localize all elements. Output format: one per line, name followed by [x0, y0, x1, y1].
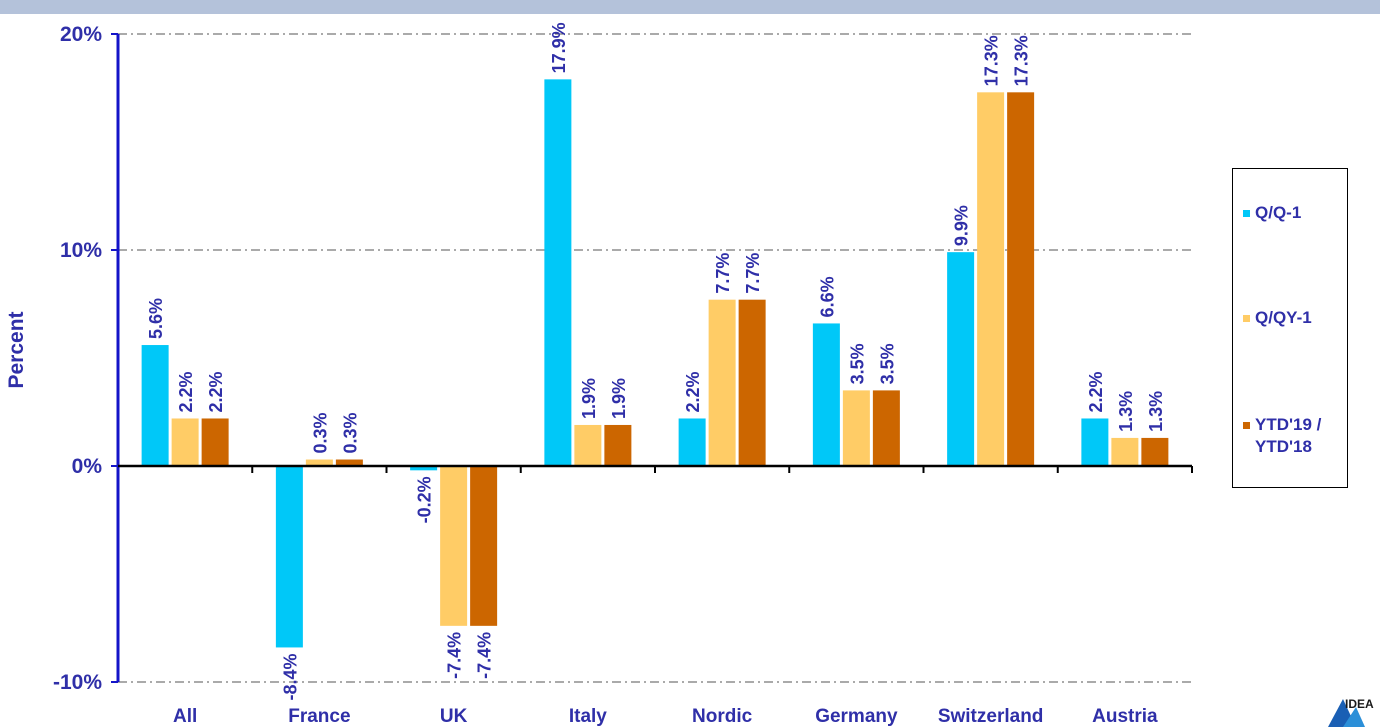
bar-germany-s2	[842, 390, 870, 466]
data-label: 5.6%	[146, 298, 166, 339]
data-label: 2.2%	[1086, 371, 1106, 412]
x-tick-label: Italy	[569, 706, 607, 727]
bar-switzerland-s1	[947, 252, 975, 466]
x-tick-label: Austria	[1092, 706, 1158, 727]
legend-item: Q/Q-1	[1243, 202, 1301, 224]
y-tick-label: -10%	[53, 671, 102, 694]
y-tick-label: 0%	[72, 455, 103, 478]
legend-label: Q/QY-1	[1255, 308, 1312, 327]
bars	[141, 79, 1169, 648]
legend: Q/Q-1 Q/QY-1 YTD'19 / YTD'18	[1232, 168, 1348, 488]
data-label: -7.4%	[475, 632, 495, 679]
data-label: 6.6%	[817, 276, 837, 317]
bar-nordic-s3	[738, 299, 766, 466]
data-label: 3.5%	[877, 343, 897, 384]
bar-france-s1	[275, 466, 303, 648]
data-label: 2.2%	[683, 371, 703, 412]
legend-swatch	[1243, 315, 1250, 322]
data-label: 1.9%	[609, 378, 629, 419]
data-label: 0.3%	[340, 412, 360, 453]
bar-switzerland-s3	[1007, 92, 1035, 466]
legend-label: Q/Q-1	[1255, 203, 1302, 222]
legend-swatch	[1243, 210, 1250, 217]
bar-all-s3	[201, 418, 229, 466]
x-tick-label: France	[288, 706, 350, 727]
bar-france-s3	[335, 459, 363, 466]
bar-all-s2	[171, 418, 199, 466]
bar-uk-s3	[470, 466, 498, 626]
legend-item: YTD'19 / YTD'18	[1243, 414, 1321, 458]
data-label: 3.5%	[847, 343, 867, 384]
bar-all-s1	[141, 345, 169, 466]
bar-italy-s3	[604, 424, 632, 466]
bar-nordic-s1	[678, 418, 706, 466]
bar-germany-s1	[812, 323, 840, 466]
x-tick-label: All	[173, 706, 197, 727]
y-tick-label: 10%	[60, 239, 102, 262]
data-label: 1.3%	[1116, 391, 1136, 432]
data-labels: 5.6% -8.4% -0.2% 17.9% 2.2% 6.6% 9.9% 2.2% 2.2% 0…	[146, 22, 1166, 700]
idea-logo: IDEA	[1325, 693, 1380, 727]
data-label: -8.4%	[280, 653, 300, 700]
data-label: 1.3%	[1146, 391, 1166, 432]
data-label: 17.9%	[549, 22, 569, 73]
data-label: 7.7%	[713, 253, 733, 294]
data-label: 17.3%	[982, 35, 1002, 86]
data-label: 7.7%	[743, 253, 763, 294]
bar-italy-s1	[544, 79, 572, 467]
legend-item: Q/QY-1	[1243, 307, 1312, 329]
bar-france-s2	[305, 459, 333, 466]
data-label: 0.3%	[310, 412, 330, 453]
data-label: -7.4%	[445, 632, 465, 679]
triangle-logo-icon	[1328, 699, 1365, 727]
bar-austria-s2	[1111, 437, 1139, 466]
bar-austria-s3	[1141, 437, 1169, 466]
axes: -10% 0% 10% 20% All France UK Italy Nordic German…	[53, 23, 1193, 727]
data-label: 9.9%	[952, 205, 972, 246]
bar-uk-s2	[440, 466, 468, 626]
bar-uk-s1	[410, 466, 438, 471]
bar-austria-s1	[1081, 418, 1109, 466]
data-label: 1.9%	[579, 378, 599, 419]
y-tick-label: 20%	[60, 23, 102, 46]
data-label: 2.2%	[176, 371, 196, 412]
y-axis-label: Percent	[5, 311, 28, 388]
data-label: 2.2%	[206, 371, 226, 412]
data-label: 17.3%	[1012, 35, 1032, 86]
bar-switzerland-s2	[977, 92, 1005, 466]
bar-italy-s2	[574, 424, 602, 466]
legend-swatch	[1243, 422, 1250, 429]
x-tick-label: Germany	[815, 706, 898, 727]
bar-germany-s3	[872, 390, 900, 466]
logo-text: IDEA	[1345, 697, 1374, 711]
x-tick-label: UK	[440, 706, 468, 727]
bar-nordic-s2	[708, 299, 736, 466]
top-banner	[0, 0, 1380, 14]
legend-label: YTD'19 / YTD'18	[1255, 415, 1322, 456]
data-label: -0.2%	[415, 476, 435, 523]
x-tick-label: Nordic	[692, 706, 753, 727]
x-tick-label: Switzerland	[938, 706, 1044, 727]
